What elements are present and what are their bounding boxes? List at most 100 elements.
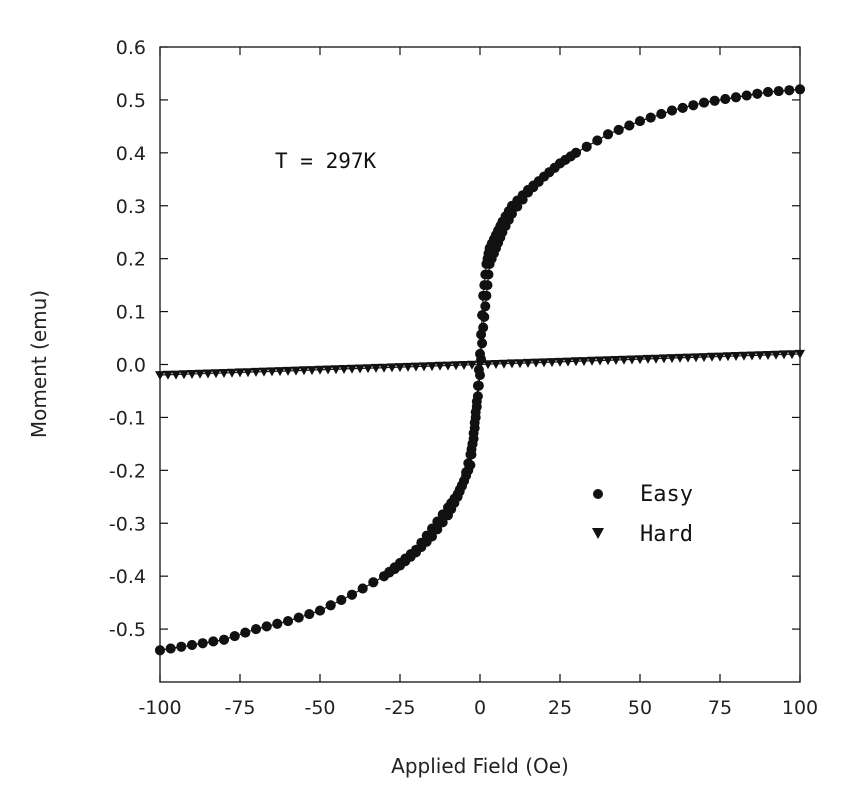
data-point-easy (773, 86, 784, 97)
data-point-hard (635, 355, 645, 365)
data-point-hard (163, 370, 173, 380)
data-point-easy (635, 116, 645, 127)
data-point-hard (219, 369, 229, 378)
data-point-hard (371, 363, 381, 373)
data-point-easy (357, 583, 368, 594)
data-point-easy (784, 85, 795, 96)
data-point-hard (395, 363, 405, 373)
data-point-easy (479, 280, 490, 291)
data-point-hard (707, 352, 717, 362)
data-point-hard (571, 357, 581, 367)
legend-label-easy: Easy (640, 482, 693, 507)
data-point-hard (795, 349, 805, 359)
data-point-hard (731, 352, 741, 361)
data-point-easy (478, 290, 489, 301)
data-point-hard (299, 366, 309, 376)
data-point-easy (481, 259, 492, 269)
legend-marker-hard (592, 528, 604, 539)
data-point-hard (243, 368, 253, 378)
data-point-easy (752, 88, 763, 99)
data-point-easy (176, 641, 187, 652)
data-point-easy (283, 616, 293, 627)
data-point-hard (187, 370, 197, 379)
data-point-easy (240, 627, 251, 638)
data-point-easy (613, 124, 624, 135)
data-point-easy (472, 380, 483, 391)
data-point-hard (643, 354, 653, 364)
data-point-hard (779, 350, 789, 360)
data-point-easy (229, 631, 240, 642)
data-point-hard (483, 360, 493, 370)
data-point-hard (523, 358, 533, 368)
data-point-easy (592, 135, 603, 146)
data-point-easy (304, 609, 315, 620)
data-point-easy (741, 90, 752, 101)
y-axis-title: Moment (emu) (27, 290, 51, 438)
data-point-hard (235, 368, 245, 378)
y-tick-label: 0.2 (116, 249, 146, 271)
data-point-hard (339, 365, 349, 374)
data-point-hard (499, 359, 509, 369)
data-point-hard (579, 357, 589, 367)
data-point-hard (723, 352, 733, 362)
temperature-annotation: T = 297K (275, 149, 377, 173)
data-point-hard (379, 363, 389, 373)
x-tick-label: -100 (138, 697, 181, 719)
data-point-easy (468, 428, 479, 439)
data-point-easy (471, 396, 482, 407)
data-point-hard (403, 362, 413, 372)
x-tick-labels: -100 -75 -50 -25 0 25 50 75 100 (138, 697, 818, 719)
y-tick-label: 0.1 (116, 302, 146, 324)
data-point-hard (603, 356, 613, 366)
x-tick-label: -75 (224, 697, 255, 719)
x-tick-label: 100 (782, 697, 818, 719)
data-point-hard (515, 359, 525, 369)
y-tick-label: -0.4 (109, 566, 146, 588)
data-point-hard (227, 368, 237, 378)
data-point-easy (470, 407, 481, 418)
data-point-hard (683, 353, 693, 363)
data-point-easy (603, 129, 613, 140)
data-point-hard (747, 351, 757, 361)
data-point-easy (293, 612, 304, 623)
data-point-easy (475, 348, 485, 359)
data-point-hard (315, 365, 325, 375)
x-tick-label: 25 (548, 697, 572, 719)
data-point-hard (363, 364, 373, 374)
data-point-hard (419, 362, 429, 372)
data-point-hard (475, 360, 485, 370)
y-tick-label: -0.5 (109, 619, 146, 641)
y-tick-label: 0.0 (116, 355, 146, 377)
data-point-easy (437, 517, 448, 528)
data-point-hard (787, 350, 797, 360)
data-point-hard (387, 363, 397, 373)
data-point-easy (709, 95, 720, 106)
legend-label-hard: Hard (640, 522, 693, 547)
data-point-easy (187, 640, 197, 650)
data-point-easy (443, 510, 453, 521)
data-point-hard (595, 356, 605, 366)
data-point-easy (467, 438, 478, 449)
y-tick-label: 0.4 (116, 143, 146, 165)
data-point-hard (587, 356, 597, 366)
data-point-hard (539, 358, 549, 368)
x-tick-label: 75 (708, 697, 732, 719)
x-tick-label: 0 (474, 697, 486, 719)
data-point-hard (427, 362, 437, 372)
data-point-easy (699, 97, 709, 108)
data-point-hard (291, 366, 301, 376)
data-point-hard (547, 358, 557, 368)
data-point-hard (771, 350, 781, 360)
data-point-hard (675, 353, 685, 363)
data-point-easy (208, 636, 219, 647)
data-point-hard (755, 351, 765, 361)
data-point-easy (688, 100, 699, 111)
data-point-hard (659, 354, 669, 364)
x-tick-label: 50 (628, 697, 652, 719)
data-point-easy (347, 589, 357, 600)
data-point-easy (368, 577, 379, 588)
data-point-easy (155, 645, 165, 656)
data-point-easy (667, 105, 677, 116)
data-point-hard (251, 367, 261, 377)
